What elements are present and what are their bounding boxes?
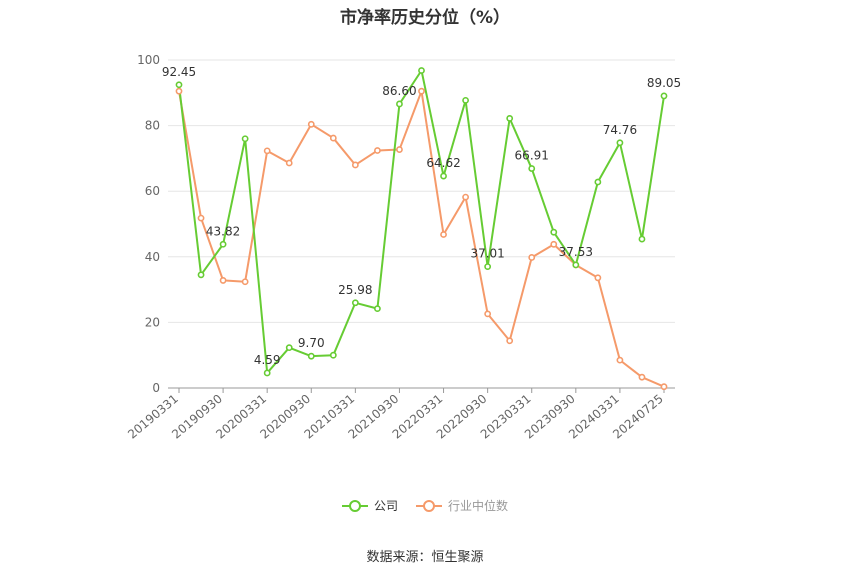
legend-company-marker — [341, 499, 368, 512]
data-point — [462, 96, 469, 104]
x-tick-labels: 2019033120190930202003312020093020210331… — [125, 392, 666, 442]
data-point — [638, 373, 646, 381]
data-point — [263, 147, 271, 155]
data-point — [219, 240, 227, 248]
axes — [168, 387, 675, 393]
data-label: 43.82 — [206, 224, 240, 238]
data-point — [351, 299, 359, 307]
data-label: 66.91 — [515, 149, 549, 163]
data-point — [594, 178, 602, 186]
data-label: 9.70 — [298, 336, 325, 350]
data-point — [396, 146, 403, 153]
data-point — [329, 134, 337, 142]
data-point — [660, 383, 668, 391]
data-point — [506, 114, 514, 122]
data-label: 89.05 — [647, 76, 681, 90]
data-point — [374, 147, 381, 154]
legend: 公司 行业中位数 — [0, 497, 850, 514]
data-point — [374, 305, 381, 313]
y-tick-label: 100 — [137, 53, 160, 67]
legend-item-company[interactable]: 公司 — [341, 497, 398, 514]
series-lines — [178, 69, 665, 388]
data-point — [484, 310, 492, 318]
data-point — [484, 263, 492, 271]
y-tick-label: 0 — [152, 381, 160, 395]
series-points — [175, 67, 668, 391]
data-point — [307, 352, 315, 360]
data-point — [418, 67, 425, 74]
data-point — [241, 278, 249, 286]
data-labels: 92.45 43.82 4.59 9.70 25.98 86.60 64.62 37.01 66… — [162, 65, 681, 367]
series-line-公司 — [178, 69, 665, 374]
legend-industry-marker — [416, 499, 442, 512]
grid-lines — [168, 59, 675, 323]
data-label: 64.62 — [426, 156, 460, 170]
data-point — [528, 165, 536, 172]
data-point — [418, 87, 425, 95]
y-tick-label: 80 — [145, 119, 160, 133]
data-point — [660, 92, 668, 100]
data-point — [219, 277, 227, 284]
series-line-行业中位数 — [178, 90, 665, 388]
data-point — [550, 240, 558, 248]
data-point — [550, 228, 558, 236]
data-point — [440, 172, 447, 180]
data-point — [329, 351, 337, 359]
y-tick-label: 60 — [145, 184, 160, 198]
legend-item-industry[interactable]: 行业中位数 — [416, 497, 508, 514]
data-point — [241, 135, 249, 143]
data-point — [440, 231, 447, 238]
data-point — [285, 159, 293, 167]
data-point — [263, 369, 271, 377]
data-point — [351, 161, 359, 169]
data-point — [285, 344, 293, 352]
legend-industry-label: 行业中位数 — [448, 499, 509, 513]
data-label: 74.76 — [603, 123, 637, 137]
data-source: 数据来源：恒生聚源 — [366, 550, 484, 565]
data-point — [506, 337, 514, 345]
legend-company-label: 公司 — [373, 499, 398, 513]
data-point — [572, 261, 580, 269]
data-label: 92.45 — [162, 65, 196, 79]
data-point — [616, 139, 624, 147]
data-point — [396, 100, 403, 108]
y-tick-label: 20 — [145, 315, 160, 329]
data-label: 37.53 — [559, 245, 593, 259]
data-point — [307, 120, 315, 128]
data-point — [197, 271, 205, 279]
data-point — [594, 274, 602, 282]
data-label: 4.59 — [254, 353, 281, 367]
data-label: 86.60 — [382, 84, 416, 98]
data-point — [616, 356, 624, 364]
data-label: 25.98 — [338, 283, 372, 297]
data-label: 37.01 — [470, 247, 504, 261]
data-point — [462, 193, 469, 201]
data-point — [638, 235, 646, 243]
data-point — [175, 81, 183, 89]
y-tick-label: 40 — [145, 250, 160, 264]
data-point — [175, 87, 183, 95]
y-tick-labels: 0 20 40 60 80 100 — [137, 53, 160, 395]
data-point — [528, 254, 536, 261]
data-point — [197, 214, 205, 222]
chart-title: 市净率历史分位（%） — [339, 8, 511, 28]
